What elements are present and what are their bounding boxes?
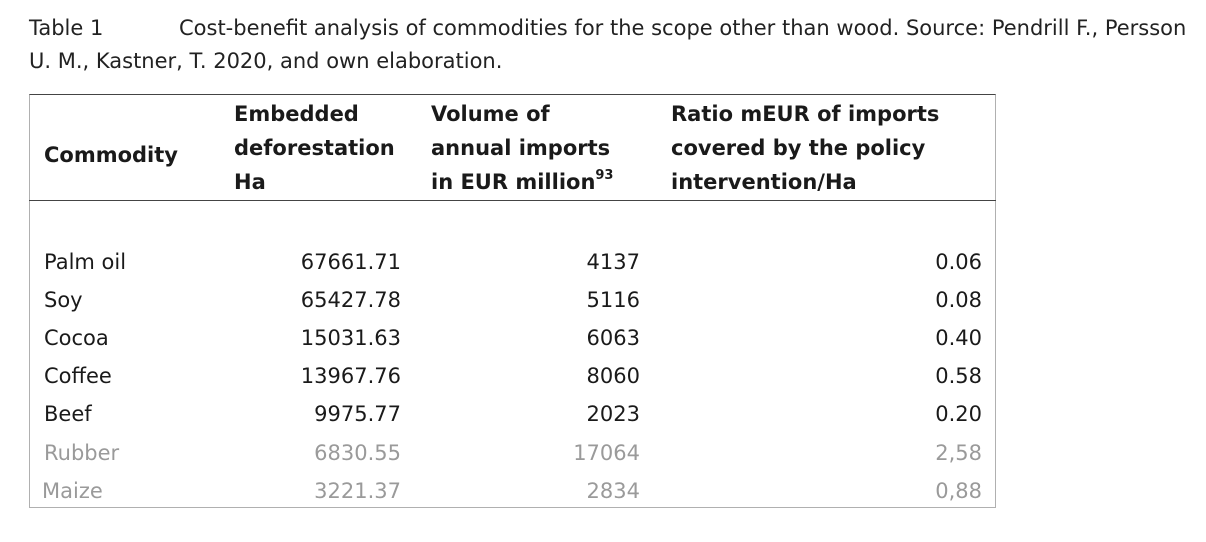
header-embedded-line-3: Ha [234, 170, 266, 194]
header-embedded-line-2: deforestation [234, 136, 395, 160]
header-ratio-line-1: Ratio mEUR of imports [671, 102, 940, 126]
deforestation-cell: 67661.71 [300, 250, 401, 274]
ratio-cell: 0,88 [935, 479, 982, 503]
ratio-cell: 0.40 [935, 326, 982, 350]
table-row: Cocoa 15031.63 6063 0.40 [29, 319, 996, 357]
imports-cell: 17064 [573, 441, 640, 465]
ratio-cell: 0.20 [935, 402, 982, 426]
commodity-cell: Maize [42, 479, 103, 503]
ratio-cell: 0.58 [935, 364, 982, 388]
header-ratio-line-2: covered by the policy [671, 136, 926, 160]
header-embedded-deforestation: Embedded deforestation Ha [234, 97, 395, 199]
table-caption: Table 1 Cost-benefit analysis of commodit… [29, 12, 1199, 78]
ratio-cell: 0.06 [935, 250, 982, 274]
deforestation-cell: 65427.78 [300, 288, 401, 312]
ratio-cell: 0.08 [935, 288, 982, 312]
imports-cell: 5116 [586, 288, 640, 312]
commodity-cell: Palm oil [44, 250, 127, 274]
deforestation-cell: 3221.37 [314, 479, 401, 503]
table-row: Coffee 13967.76 8060 0.58 [29, 357, 996, 395]
header-volume-line-3: in EUR million93 [431, 165, 613, 199]
imports-cell: 4137 [586, 250, 640, 274]
header-embedded-line-1: Embedded [234, 102, 359, 126]
table-row: Maize 3221.37 2834 0,88 [29, 472, 996, 510]
ratio-cell: 2,58 [935, 441, 982, 465]
table-row: Soy 65427.78 5116 0.08 [29, 281, 996, 319]
deforestation-cell: 13967.76 [300, 364, 401, 388]
imports-cell: 2023 [586, 402, 640, 426]
table-row: Palm oil 67661.71 4137 0.06 [29, 243, 996, 281]
deforestation-cell: 6830.55 [314, 441, 401, 465]
header-rule [29, 200, 996, 201]
imports-cell: 8060 [586, 364, 640, 388]
table-caption-text: Cost-benefit analysis of commodities for… [29, 16, 1187, 73]
table-row: Rubber 6830.55 17064 2,58 [29, 434, 996, 472]
imports-cell: 2834 [586, 479, 640, 503]
header-volume-line-2: annual imports [431, 136, 611, 160]
header-ratio: Ratio mEUR of imports covered by the pol… [671, 97, 939, 199]
commodity-cell: Soy [44, 288, 83, 312]
deforestation-cell: 9975.77 [314, 402, 401, 426]
header-commodity: Commodity [44, 138, 178, 172]
header-commodity-text: Commodity [44, 143, 178, 167]
commodity-cell: Beef [44, 402, 92, 426]
header-volume-imports: Volume of annual imports in EUR million9… [431, 97, 613, 199]
header-ratio-line-3: intervention/Ha [671, 170, 857, 194]
commodity-cell: Coffee [44, 364, 112, 388]
commodity-cell: Rubber [44, 441, 120, 465]
commodity-cell: Cocoa [44, 326, 109, 350]
table-label: Table 1 [29, 16, 104, 40]
imports-cell: 6063 [586, 326, 640, 350]
footnote-marker: 93 [595, 168, 614, 183]
table-frame [29, 94, 996, 508]
table-row: Beef 9975.77 2023 0.20 [29, 395, 996, 433]
deforestation-cell: 15031.63 [300, 326, 401, 350]
header-volume-line-3-text: in EUR million [431, 170, 596, 194]
header-volume-line-1: Volume of [431, 102, 550, 126]
